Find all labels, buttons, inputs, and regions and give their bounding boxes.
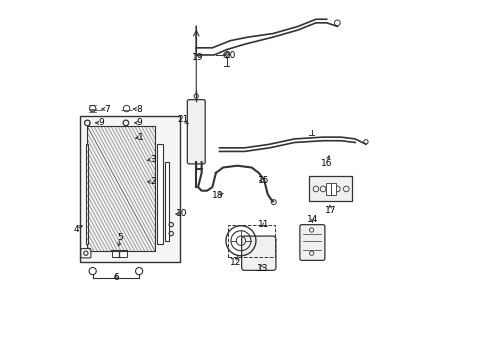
Bar (157, 144, 163, 244)
Bar (112, 250, 126, 257)
Bar (85, 144, 88, 244)
Text: 17: 17 (324, 206, 335, 215)
Bar (325, 183, 330, 195)
Text: 8: 8 (136, 105, 142, 114)
Text: 9: 9 (99, 118, 104, 127)
Text: 5: 5 (118, 233, 123, 242)
Text: 11: 11 (258, 220, 269, 229)
Text: 13: 13 (256, 264, 267, 273)
Bar (228, 225, 274, 257)
Text: 7: 7 (104, 105, 110, 114)
Text: 2: 2 (150, 177, 155, 186)
Text: 1: 1 (138, 132, 143, 141)
Text: 3: 3 (149, 155, 155, 164)
FancyBboxPatch shape (299, 225, 324, 260)
Text: 6: 6 (113, 273, 119, 282)
Text: 20: 20 (224, 51, 235, 60)
Text: 14: 14 (306, 215, 317, 224)
Text: 9: 9 (136, 118, 142, 127)
FancyBboxPatch shape (187, 100, 205, 164)
Text: 16: 16 (320, 159, 332, 168)
FancyBboxPatch shape (81, 249, 91, 258)
Text: 4: 4 (74, 225, 79, 234)
Bar (80, 116, 180, 262)
Text: 12: 12 (229, 258, 241, 267)
Bar (331, 183, 336, 195)
Text: 21: 21 (177, 115, 188, 124)
Bar (308, 176, 351, 202)
Bar (165, 162, 168, 241)
Text: 10: 10 (175, 210, 186, 219)
Text: 18: 18 (211, 190, 223, 199)
Bar (87, 126, 155, 251)
Text: 19: 19 (191, 53, 203, 62)
FancyBboxPatch shape (241, 236, 275, 270)
Text: 15: 15 (258, 176, 269, 185)
